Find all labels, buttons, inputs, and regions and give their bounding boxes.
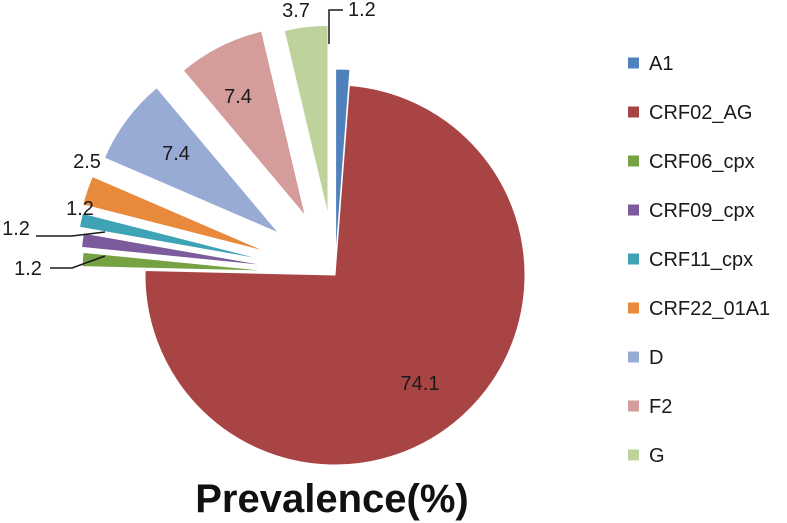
legend-swatch-crf11-cpx <box>628 253 639 265</box>
data-label-d: 7.4 <box>162 143 190 165</box>
legend-swatch-crf06-cpx <box>628 155 639 167</box>
pie-slice-crf06-cpx <box>81 251 273 272</box>
legend-swatch-crf09-cpx <box>628 204 639 216</box>
leader-line-a1 <box>328 9 343 44</box>
data-label-f2: 7.4 <box>224 86 252 108</box>
legend-swatch-a1 <box>628 57 639 69</box>
data-label-crf22-01a1: 2.5 <box>73 151 101 173</box>
data-label-g: 3.7 <box>282 0 310 22</box>
data-label-crf11-cpx: 1.2 <box>66 198 94 220</box>
pie-slice-crf22-01a1 <box>82 175 268 253</box>
legend-label-crf22-01a1: CRF22_01A1 <box>649 298 770 320</box>
legend-swatch-crf22-01a1 <box>628 302 639 314</box>
legend-label-g: G <box>649 445 665 467</box>
chart-title: Prevalence(%) <box>195 477 468 521</box>
legend-swatch-g <box>628 449 639 461</box>
pie-slices <box>78 24 526 466</box>
leader-line-crf09-cpx <box>36 231 106 237</box>
pie-slice-g <box>283 24 329 216</box>
legend-label-d: D <box>649 347 663 369</box>
pie-slice-crf09-cpx <box>80 232 271 267</box>
data-label-crf06-cpx: 1.2 <box>14 258 42 280</box>
pie-slice-crf02-ag <box>144 85 526 466</box>
legend-label-a1: A1 <box>649 53 673 75</box>
legend-label-crf09-cpx: CRF09_cpx <box>649 200 755 222</box>
legend-swatch-d <box>628 351 639 363</box>
data-label-a1: 1.2 <box>348 0 376 21</box>
data-labels: 1.2 74.1 1.2 1.2 1.2 2.5 7.4 7.4 3.7 <box>2 0 439 395</box>
pie-slice-d <box>103 86 280 234</box>
legend-label-crf11-cpx: CRF11_cpx <box>649 249 753 271</box>
legend-label-crf02-ag: CRF02_AG <box>649 102 752 124</box>
legend: A1 CRF02_AG CRF06_cpx CRF09_cpx CRF11_cpx CRF… <box>628 53 770 467</box>
data-label-crf09-cpx: 1.2 <box>2 218 30 240</box>
leader-line-crf06-cpx <box>50 255 106 269</box>
pie-slice-crf11-cpx <box>78 212 267 261</box>
legend-swatch-crf02-ag <box>628 106 639 118</box>
leader-lines <box>36 9 343 269</box>
legend-label-crf06-cpx: CRF06_cpx <box>649 151 755 173</box>
legend-swatch-f2 <box>628 400 639 412</box>
pie-slice-f2 <box>182 30 306 217</box>
pie-slice-a1 <box>335 68 351 260</box>
data-label-crf02-ag: 74.1 <box>401 373 440 395</box>
legend-label-f2: F2 <box>649 396 672 418</box>
